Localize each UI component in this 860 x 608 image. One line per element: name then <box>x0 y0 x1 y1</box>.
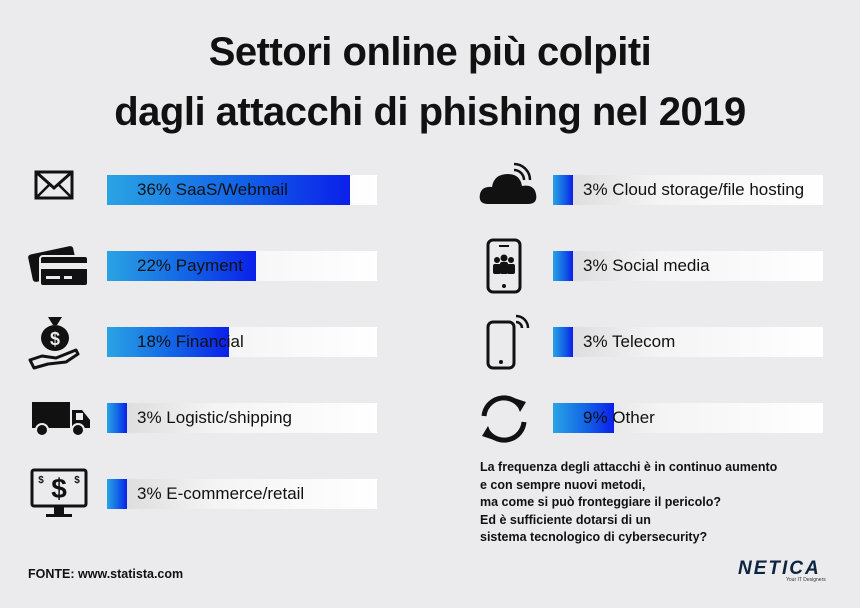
truck-icon <box>26 388 94 448</box>
svg-text:$: $ <box>74 475 80 486</box>
bar-track: 22% Payment <box>107 251 377 281</box>
bar-fill <box>553 175 573 205</box>
bar-track: 18% Financial <box>107 327 377 357</box>
note-line: e con sempre nuovi metodi, <box>480 477 646 492</box>
bar-fill <box>553 403 614 433</box>
smartphone-signal-icon <box>472 312 540 372</box>
bar-label: 3% Logistic/shipping <box>137 408 292 427</box>
monitor-dollar-icon: $ $ $ <box>26 464 94 524</box>
note-line: ma come si può fronteggiare il pericolo? <box>480 495 722 509</box>
smartphone-people-icon <box>470 236 538 296</box>
cloud-icon <box>476 160 544 220</box>
chart-title-line1: Settori online più colpiti <box>208 30 652 74</box>
netica-logo: NETICA Your IT Designers <box>738 558 834 584</box>
bar-track: 3% E-commerce/retail <box>107 479 377 509</box>
bar-label: 36% SaaS/Webmail <box>137 180 288 199</box>
bar-label: 3% E-commerce/retail <box>137 484 305 503</box>
chart-title-line2: dagli attacchi di phishing nel 2019 <box>114 90 746 134</box>
svg-text:$: $ <box>50 329 60 349</box>
bar-label: 22% Payment <box>137 256 243 275</box>
credit-card-icon <box>26 236 94 296</box>
svg-text:$: $ <box>51 473 67 504</box>
note-line: Ed è sufficiente dotarsi di un <box>480 512 651 527</box>
bar-fill <box>107 175 350 205</box>
bar-track: 36% SaaS/Webmail <box>107 175 377 205</box>
bar-label: 18% Financial <box>137 332 244 351</box>
envelope-icon <box>26 160 94 220</box>
bar-fill <box>107 479 127 509</box>
note-line: La frequenza degli attacchi è in continu… <box>480 460 778 474</box>
bar-track: 3% Telecom <box>553 327 823 357</box>
svg-text:$: $ <box>38 475 44 486</box>
bar-label: 9% Other <box>583 408 655 427</box>
refresh-arrows-icon <box>470 388 538 448</box>
source-text: FONTE: www.statista.com <box>28 567 184 581</box>
bar-label: 3% Telecom <box>583 332 676 351</box>
logo-tagline: Your IT Designers <box>786 577 826 583</box>
bar-track: 3% Cloud storage/file hosting <box>553 175 823 205</box>
bar-label: 3% Cloud storage/file hosting <box>583 180 805 199</box>
note-text: La frequenza degli attacchi è in continu… <box>480 459 820 547</box>
bar-fill <box>553 251 573 281</box>
logo-word: NETICA <box>738 558 821 579</box>
note-line: sistema tecnologico di cybersecurity? <box>480 530 708 544</box>
money-bag-icon: $ <box>22 312 90 372</box>
bar-track: 9% Other <box>553 403 823 433</box>
bar-fill <box>553 327 573 357</box>
bar-fill <box>107 327 229 357</box>
bar-track: 3% Logistic/shipping <box>107 403 377 433</box>
bar-track: 3% Social media <box>553 251 823 281</box>
bar-label: 3% Social media <box>583 256 710 275</box>
bar-fill <box>107 403 127 433</box>
bar-fill <box>107 251 256 281</box>
